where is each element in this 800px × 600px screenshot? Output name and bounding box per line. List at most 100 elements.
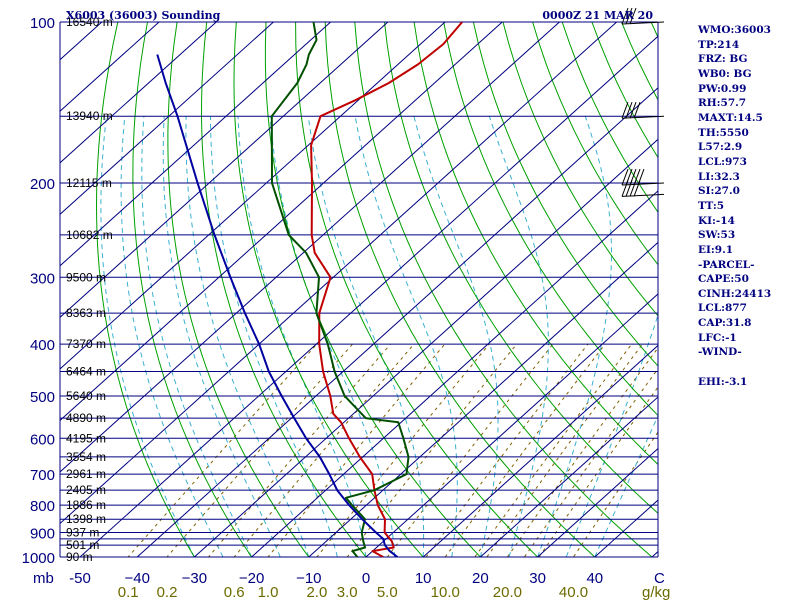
isotherm-line [60,22,274,215]
height-label: 2405 m [66,483,106,497]
temperature-tick-label: 20 [472,570,489,587]
temperature-tick-label: -50 [69,570,91,587]
height-label: 4195 m [66,431,106,445]
mixing-ratio-lines [127,343,658,557]
height-label: 10682 m [66,228,113,242]
index-item: CAP:31.8 [698,317,752,330]
wind-barbs [621,7,665,197]
dry-adiabat-line [354,22,653,557]
index-item: TP:214 [698,38,740,51]
height-label: 6464 m [66,364,106,378]
mixing-ratio-line [523,367,658,557]
x-axis-unit: C [654,570,665,587]
pressure-tick-label: 400 [30,337,55,354]
dry-adiabat-line [295,22,539,557]
wind-barb-feather [629,180,637,197]
dry-adiabat-line [532,22,658,266]
height-label: 5640 m [66,389,106,403]
moist-adiabat-line [354,116,458,557]
mixing-ratio-tick-label: 20.0 [493,584,522,600]
temperature-tick-label: −20 [239,570,264,587]
mixing-ratio-line [207,343,391,557]
dry-adiabat-line [167,22,310,557]
height-label: 501 m [66,538,99,552]
wind-barb-feather [621,180,629,197]
index-item: MAXT:14.5 [698,111,763,124]
height-label: 937 m [66,526,99,540]
isotherm-line [60,22,446,370]
mixing-ratio-line [486,343,643,557]
mixing-ratio-line [572,431,658,557]
moist-adiabat-line [413,116,499,557]
height-label: 1398 m [66,512,106,526]
wind-barb-feather [633,102,641,119]
index-item: LCL:973 [698,155,747,168]
mixing-ratio-unit: g/kg [642,584,670,600]
mixing-ratio-line [425,343,589,557]
moist-adiabat-line [120,116,224,557]
index-item: LI:32.3 [698,170,740,183]
isotherm-line [136,87,658,557]
index-item: CAPE:50 [698,273,749,286]
moist-adiabat-line [141,116,253,557]
index-item: RH:57.7 [698,97,747,110]
index-item: KI:-14 [698,214,735,227]
isotherm-line [79,35,658,557]
mixing-ratio-tick-label: 0.2 [157,584,178,600]
mixing-ratio-tick-label: 3.0 [337,584,358,600]
index-item: EI:9.1 [698,243,734,256]
temperature-tick-label: 10 [415,570,432,587]
height-label: 1886 m [66,498,106,512]
height-label: 13940 m [66,109,113,123]
moist-adiabat-line [565,313,658,557]
index-item: CINH:24413 [698,287,772,300]
index-item: WMO:36003 [698,24,771,36]
pressure-tick-label: 100 [30,15,55,32]
isotherm-line [60,22,331,267]
mixing-ratio-tick-label: 5.0 [377,584,398,600]
index-item: -WIND- [698,346,742,359]
mixing-ratio-tick-label: 0.1 [118,584,139,600]
temperature-tick-label: −30 [182,570,207,587]
index-item: SW:53 [698,229,736,242]
index-item: PW:0.99 [698,82,747,95]
pressure-tick-label: 600 [30,431,55,448]
mixing-ratio-tick-label: 10.0 [431,584,460,600]
index-item: FRZ: BG [698,53,748,66]
moist-adiabat-line [307,116,425,557]
wind-barb-feather [621,102,629,119]
height-label: 7370 m [66,337,106,351]
wind-barb-feather [629,7,637,25]
mixing-ratio-line [166,343,353,557]
index-item: TH:5550 [698,126,749,139]
isotherm-line [60,22,617,525]
index-item: EHI:-3.1 [698,375,748,388]
moist-adiabat-line [594,414,658,557]
temperature-tick-label: 40 [586,570,603,587]
index-item: SI:27.0 [698,185,740,198]
isotherm-line [365,293,658,557]
mixing-ratio-line [538,386,658,557]
mixing-ratio-line [444,343,606,557]
chart-title: X6003 (36003) Sounding [66,9,221,22]
wind-barb-staff [621,21,665,25]
mixing-ratio-line [506,347,658,557]
height-label: 3554 m [66,450,106,464]
dry-adiabat-line [472,22,658,367]
dry-adiabat-line [132,22,253,557]
height-label: 4890 m [66,411,106,425]
index-item [698,360,771,375]
isotherm-line [537,447,658,557]
pressure-tick-label: 300 [30,270,55,287]
index-item: WB0: BG [698,67,752,80]
wind-barb-feather [621,7,629,25]
isotherm-line [60,22,217,164]
height-label: 16540 m [66,15,113,29]
index-item: L57:2.9 [698,141,743,154]
moist-adiabat-line [185,116,310,557]
wind-barb-staff [621,182,665,186]
temperature-tick-label: 0 [362,570,370,587]
isotherm-line [480,396,658,557]
mixing-ratio-line [267,343,446,557]
parcel-trace [156,54,399,557]
